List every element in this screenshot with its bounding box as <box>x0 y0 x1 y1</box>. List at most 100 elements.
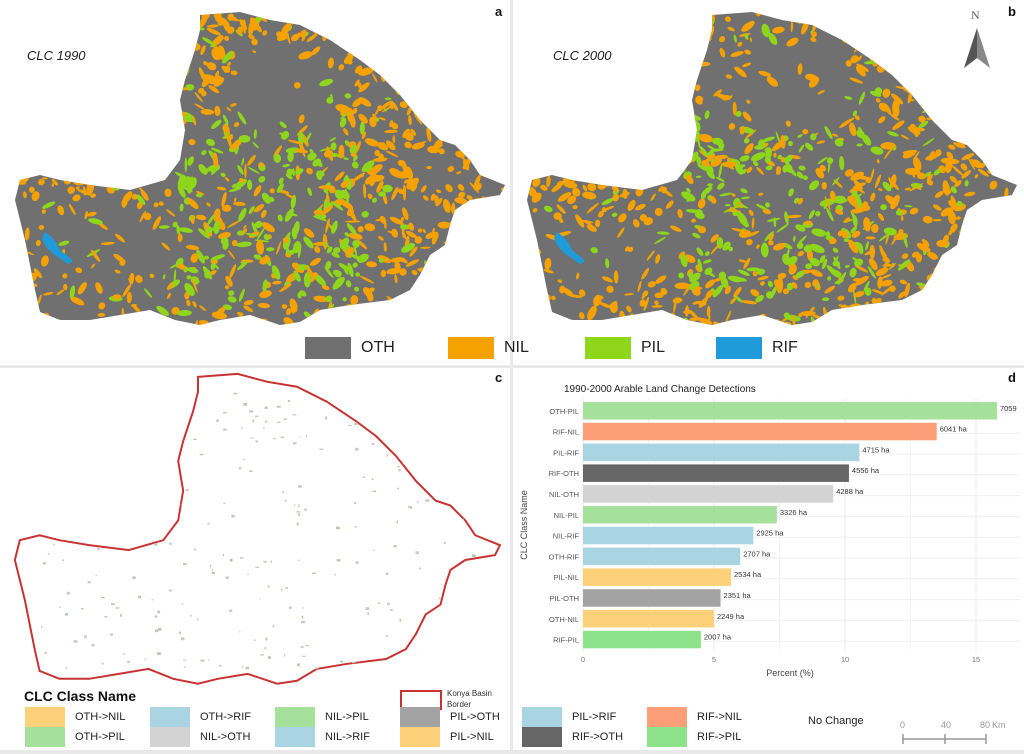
change-patch <box>156 652 161 655</box>
change-patch <box>371 478 374 480</box>
change-patch <box>281 588 283 591</box>
bar-value-label: 2351 ha <box>724 591 752 600</box>
change-patch <box>267 585 270 588</box>
bar-value-label: 2007 ha <box>704 633 732 642</box>
change-patch <box>253 639 256 641</box>
change-patch <box>252 419 255 423</box>
legend-label: RIF <box>772 339 798 356</box>
bar-RIF-OTH <box>583 464 849 482</box>
change-patch <box>387 602 390 606</box>
change-patch <box>264 420 268 423</box>
legend-nil: NIL <box>448 337 529 359</box>
change-patch <box>247 574 250 576</box>
change-patch <box>223 428 227 431</box>
change-patch <box>315 667 319 671</box>
change-patch <box>95 574 97 576</box>
change-patch <box>272 625 275 628</box>
class-legend-item: NIL->PIL <box>275 707 369 727</box>
bar-value-label: 4715 ha <box>862 445 890 454</box>
scale-unit: Km <box>992 720 1006 730</box>
change-patch <box>91 643 95 647</box>
bar-value-label: 4556 ha <box>852 466 880 475</box>
change-patch <box>249 410 253 413</box>
change-patch <box>62 559 64 562</box>
swatch <box>522 707 562 727</box>
change-patch <box>169 542 172 545</box>
change-patch <box>242 458 246 460</box>
change-patch <box>292 414 297 416</box>
change-patch <box>259 598 261 600</box>
class-legend-item: NIL->RIF <box>275 727 370 747</box>
swatch <box>716 337 762 359</box>
change-patch <box>425 499 430 502</box>
class-legend-label: RIF->NIL <box>697 711 742 723</box>
change-patch <box>301 620 305 624</box>
change-patch <box>362 476 366 478</box>
change-patch <box>229 609 233 613</box>
swatch <box>585 337 631 359</box>
change-patch <box>263 426 265 429</box>
change-patch <box>305 645 309 647</box>
change-patch <box>157 610 161 614</box>
change-patch <box>208 659 210 662</box>
class-legend-item: RIF->PIL <box>647 727 741 747</box>
change-patch <box>283 654 286 657</box>
class-legend-label: RIF->PIL <box>697 731 742 743</box>
change-patch <box>270 560 272 564</box>
class-legend-item: RIF->NIL <box>647 707 742 727</box>
north-label: N <box>971 8 980 22</box>
class-legend-item: OTH->PIL <box>25 727 125 747</box>
change-patch <box>158 627 162 631</box>
bar-NIL-OTH <box>583 485 834 503</box>
legend-rif: RIF <box>716 337 798 359</box>
change-patch <box>137 595 142 599</box>
change-patch <box>372 490 377 493</box>
change-patch <box>183 563 187 566</box>
change-patch <box>241 427 243 430</box>
swatch <box>275 707 315 727</box>
change-patch <box>385 635 388 637</box>
change-patch <box>73 640 78 643</box>
change-patch <box>304 508 307 511</box>
change-patch <box>365 607 370 610</box>
scale-tick: 40 <box>941 720 952 730</box>
class-legend-item: NIL->OTH <box>150 727 250 747</box>
swatch <box>150 707 190 727</box>
legend-label: PIL <box>641 339 666 356</box>
change-patch <box>324 416 328 420</box>
change-patch <box>179 631 182 634</box>
bar-RIF-PIL <box>583 630 701 649</box>
bar-OTH-NIL <box>583 610 714 628</box>
class-legend-title: CLC Class Name <box>24 688 137 704</box>
change-patch <box>211 569 214 572</box>
change-patch <box>58 606 61 608</box>
class-legend-label: PIL->NIL <box>450 731 494 743</box>
x-tick-label: 15 <box>972 655 980 664</box>
change-patch <box>207 523 211 525</box>
change-patch <box>182 659 187 661</box>
category-label: PIL-RIF <box>553 448 579 457</box>
change-patch <box>154 629 159 633</box>
change-patch <box>393 545 397 548</box>
change-patch <box>276 421 281 423</box>
bar-PIL-RIF <box>583 443 860 462</box>
change-patch <box>298 485 302 488</box>
swatch <box>647 727 687 747</box>
change-patch <box>385 572 389 576</box>
change-patch <box>144 658 147 660</box>
change-patch <box>334 573 337 576</box>
change-patch <box>223 502 226 504</box>
change-patch <box>283 418 287 421</box>
change-patch <box>42 562 47 565</box>
change-patch <box>296 663 300 667</box>
change-patch <box>101 662 104 665</box>
change-patch <box>398 469 401 472</box>
class-legend-label: NIL->OTH <box>200 731 251 743</box>
change-patch <box>255 440 259 443</box>
swatch <box>25 727 65 747</box>
change-patch <box>65 666 67 670</box>
change-patch <box>296 511 300 513</box>
class-legend-label: OTH->RIF <box>200 711 252 723</box>
